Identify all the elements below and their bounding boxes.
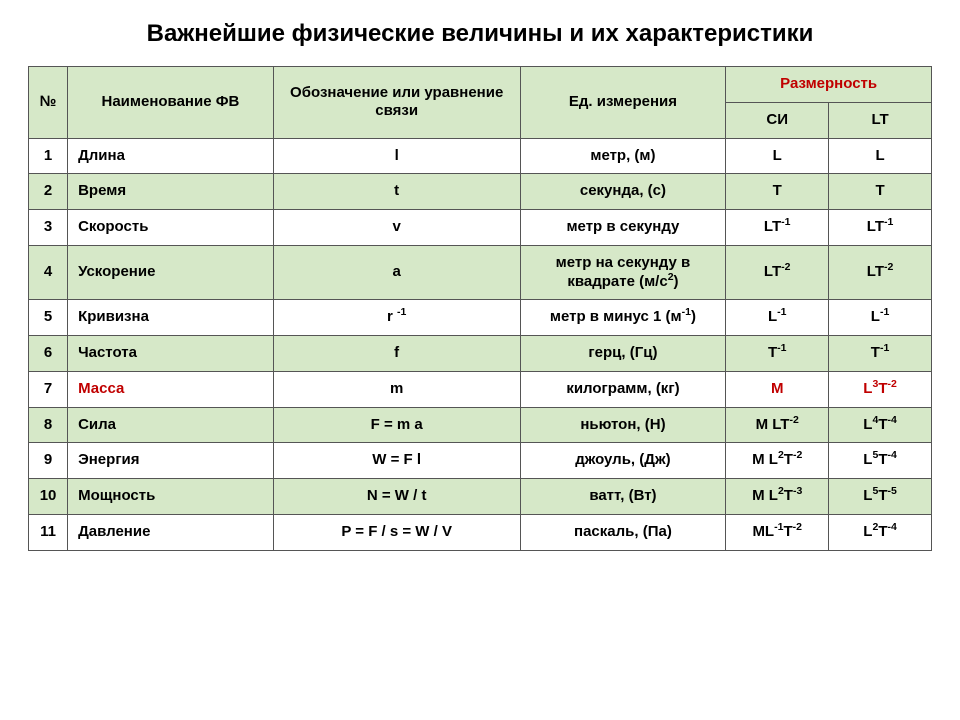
page: Важнейшие физические величины и их харак… bbox=[0, 0, 960, 551]
row-si: L-1 bbox=[726, 300, 829, 336]
row-symbol: a bbox=[273, 245, 520, 300]
th-sym: Обозначение или уравнение связи bbox=[273, 67, 520, 139]
row-number: 10 bbox=[29, 479, 68, 515]
row-unit: ватт, (Вт) bbox=[520, 479, 726, 515]
th-name: Наименование ФВ bbox=[68, 67, 274, 139]
row-symbol: l bbox=[273, 138, 520, 174]
row-symbol: N = W / t bbox=[273, 479, 520, 515]
row-number: 3 bbox=[29, 210, 68, 246]
table-row: 11ДавлениеP = F / s = W / Vпаскаль, (Па)… bbox=[29, 514, 932, 550]
row-si: LT-2 bbox=[726, 245, 829, 300]
row-si: ML-1T-2 bbox=[726, 514, 829, 550]
table-head: № Наименование ФВ Обозначение или уравне… bbox=[29, 67, 932, 139]
row-name: Длина bbox=[68, 138, 274, 174]
table-row: 1Длинаlметр, (м)LL bbox=[29, 138, 932, 174]
th-num: № bbox=[29, 67, 68, 139]
row-lt: L5T-4 bbox=[829, 443, 932, 479]
row-unit: секунда, (с) bbox=[520, 174, 726, 210]
row-number: 4 bbox=[29, 245, 68, 300]
table-row: 4Ускорениеaметр на секунду в квадрате (м… bbox=[29, 245, 932, 300]
row-name: Время bbox=[68, 174, 274, 210]
row-unit: паскаль, (Па) bbox=[520, 514, 726, 550]
row-symbol: W = F l bbox=[273, 443, 520, 479]
row-number: 1 bbox=[29, 138, 68, 174]
row-name: Давление bbox=[68, 514, 274, 550]
table-row: 10МощностьN = W / tватт, (Вт)M L2T-3L5T-… bbox=[29, 479, 932, 515]
row-unit: килограмм, (кг) bbox=[520, 371, 726, 407]
table-row: 6Частотаfгерц, (Гц)T-1T-1 bbox=[29, 336, 932, 372]
th-lt: LT bbox=[829, 102, 932, 138]
row-unit: джоуль, (Дж) bbox=[520, 443, 726, 479]
row-number: 6 bbox=[29, 336, 68, 372]
row-symbol: t bbox=[273, 174, 520, 210]
row-symbol: m bbox=[273, 371, 520, 407]
row-name: Сила bbox=[68, 407, 274, 443]
row-number: 7 bbox=[29, 371, 68, 407]
row-symbol: v bbox=[273, 210, 520, 246]
table-row: 3Скоростьvметр в секундуLT-1LT-1 bbox=[29, 210, 932, 246]
row-si: T-1 bbox=[726, 336, 829, 372]
row-lt: L-1 bbox=[829, 300, 932, 336]
th-si: СИ bbox=[726, 102, 829, 138]
row-si: T bbox=[726, 174, 829, 210]
row-si: M LT-2 bbox=[726, 407, 829, 443]
row-lt: L2T-4 bbox=[829, 514, 932, 550]
table-row: 5Кривизнаr -1метр в минус 1 (м-1)L-1L-1 bbox=[29, 300, 932, 336]
table-row: 8СилаF = m aньютон, (Н)M LT-2L4T-4 bbox=[29, 407, 932, 443]
row-lt: T-1 bbox=[829, 336, 932, 372]
table-row: 7Массаmкилограмм, (кг)ML3T-2 bbox=[29, 371, 932, 407]
row-name: Энергия bbox=[68, 443, 274, 479]
row-si: LT-1 bbox=[726, 210, 829, 246]
row-number: 2 bbox=[29, 174, 68, 210]
physics-table: № Наименование ФВ Обозначение или уравне… bbox=[28, 66, 932, 551]
row-number: 8 bbox=[29, 407, 68, 443]
row-symbol: F = m a bbox=[273, 407, 520, 443]
row-name: Скорость bbox=[68, 210, 274, 246]
row-unit: герц, (Гц) bbox=[520, 336, 726, 372]
row-unit: метр на секунду в квадрате (м/с2) bbox=[520, 245, 726, 300]
row-unit: метр в минус 1 (м-1) bbox=[520, 300, 726, 336]
row-name: Кривизна bbox=[68, 300, 274, 336]
row-name: Мощность bbox=[68, 479, 274, 515]
table-row: 9ЭнергияW = F lджоуль, (Дж)M L2T-2L5T-4 bbox=[29, 443, 932, 479]
row-lt: L5T-5 bbox=[829, 479, 932, 515]
th-unit: Ед. измерения bbox=[520, 67, 726, 139]
header-row-1: № Наименование ФВ Обозначение или уравне… bbox=[29, 67, 932, 103]
row-symbol: P = F / s = W / V bbox=[273, 514, 520, 550]
row-name: Масса bbox=[68, 371, 274, 407]
row-unit: метр в секунду bbox=[520, 210, 726, 246]
row-unit: ньютон, (Н) bbox=[520, 407, 726, 443]
row-lt: L4T-4 bbox=[829, 407, 932, 443]
row-name: Частота bbox=[68, 336, 274, 372]
row-unit: метр, (м) bbox=[520, 138, 726, 174]
row-lt: L3T-2 bbox=[829, 371, 932, 407]
row-lt: LT-2 bbox=[829, 245, 932, 300]
row-number: 11 bbox=[29, 514, 68, 550]
th-dim-group: Размерность bbox=[726, 67, 932, 103]
row-si: M L2T-2 bbox=[726, 443, 829, 479]
table-row: 2Времяtсекунда, (с)TT bbox=[29, 174, 932, 210]
page-title: Важнейшие физические величины и их харак… bbox=[28, 20, 932, 48]
row-number: 5 bbox=[29, 300, 68, 336]
row-si: M L2T-3 bbox=[726, 479, 829, 515]
row-name: Ускорение bbox=[68, 245, 274, 300]
row-number: 9 bbox=[29, 443, 68, 479]
row-lt: L bbox=[829, 138, 932, 174]
row-lt: LT-1 bbox=[829, 210, 932, 246]
row-symbol: r -1 bbox=[273, 300, 520, 336]
row-si: M bbox=[726, 371, 829, 407]
row-si: L bbox=[726, 138, 829, 174]
table-body: 1Длинаlметр, (м)LL2Времяtсекунда, (с)TT3… bbox=[29, 138, 932, 550]
row-lt: T bbox=[829, 174, 932, 210]
row-symbol: f bbox=[273, 336, 520, 372]
